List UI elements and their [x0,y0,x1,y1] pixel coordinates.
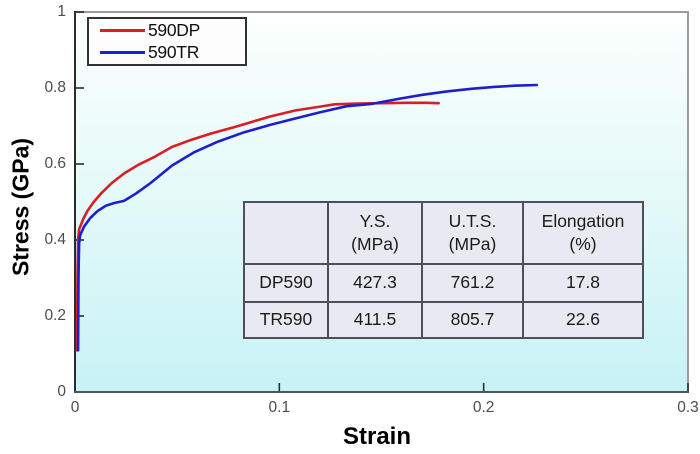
x-tick-label: 0.2 [472,399,495,416]
header-uts: U.T.S. (MPa) [421,201,524,265]
x-tick-label: 0.3 [677,399,699,416]
x-tick-label: 0.1 [268,399,291,416]
x-axis-title: Strain [342,423,412,450]
series-line-590tr [76,83,539,352]
tr590-ys: 411.5 [327,301,423,339]
legend-label-590tr: 590TR [148,42,200,62]
590dp-line-swatch [100,29,145,32]
table-row: TR590 411.5 805.7 22.6 [243,301,644,339]
y-tick-label: 0.4 [44,231,66,248]
y-tick-label: 1 [57,3,66,20]
series-line-590dp [75,101,441,352]
tr590-elongation: 22.6 [522,301,644,339]
row-label-dp590: DP590 [243,263,329,303]
legend: 590DP 590TR [87,17,247,66]
tr590-uts: 805.7 [421,301,524,339]
legend-label-590dp: 590DP [148,20,201,40]
table-row: DP590 427.3 761.2 17.8 [243,263,644,303]
dp590-ys: 427.3 [327,263,423,303]
table-header-row: Y.S. (MPa) U.T.S. (MPa) Elongation (%) [243,201,644,265]
y-tick-label: 0 [57,383,66,400]
dp590-elongation: 17.8 [522,263,644,303]
header-ys: Y.S. (MPa) [327,201,423,265]
y-tick-label: 0.2 [44,307,66,324]
legend-item-590dp: 590DP [100,20,245,40]
y-tick-label: 0.6 [44,155,66,172]
y-tick-label: 0.8 [44,79,66,96]
legend-item-590tr: 590TR [100,42,245,62]
dp590-uts: 761.2 [421,263,524,303]
header-elongation: Elongation (%) [522,201,644,265]
590tr-line-swatch [100,51,145,54]
x-tick-label: 0 [70,399,80,416]
results-table: Y.S. (MPa) U.T.S. (MPa) Elongation (%) D… [243,201,644,339]
header-empty [243,201,329,265]
row-label-tr590: TR590 [243,301,329,339]
